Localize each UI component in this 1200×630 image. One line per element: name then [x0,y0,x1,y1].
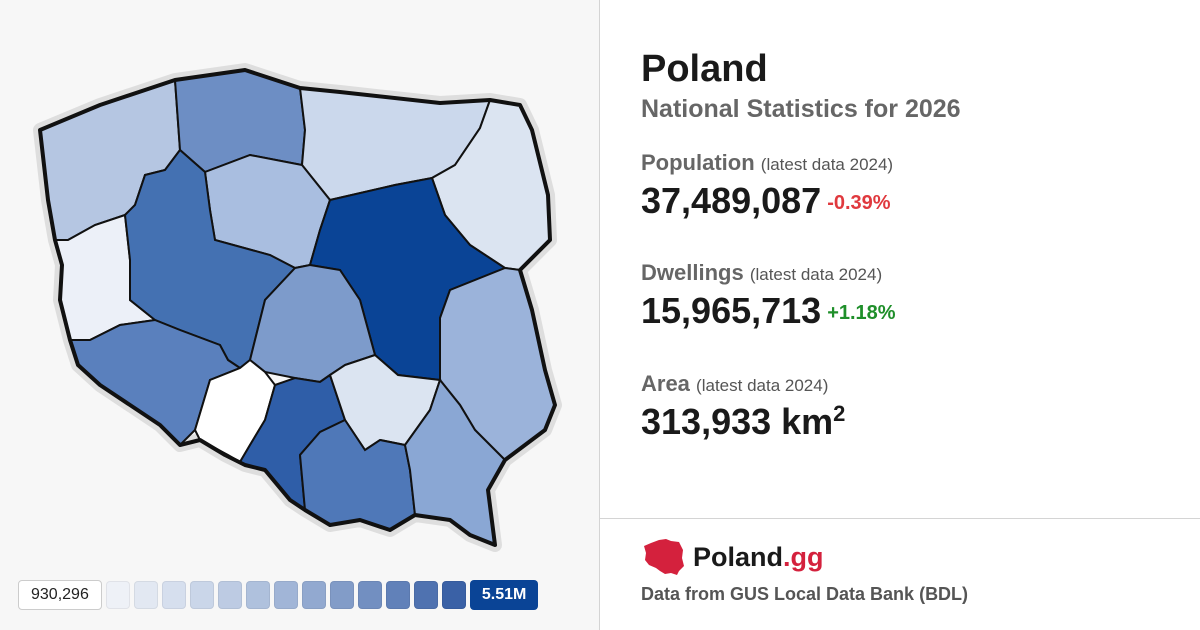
map-panel: 930,296 5.51M [0,0,599,630]
legend-swatch [357,581,382,609]
population-stat: 37,489,087 -0.39% [641,180,891,222]
area-unit-superscript: 2 [833,401,846,426]
dwellings-note: (latest data 2024) [749,265,883,284]
brand[interactable]: Poland.gg [641,536,824,578]
footer-divider [600,518,1200,519]
dwellings-stat: 15,965,713 +1.18% [641,290,896,332]
dwellings-label: Dwellings (latest data 2024) [641,260,882,286]
legend-swatch [385,581,410,609]
legend-swatch [329,581,354,609]
population-value: 37,489,087 [641,180,822,221]
legend-swatch [273,581,298,609]
brand-name: Poland.gg [693,542,824,573]
legend-swatch [161,581,186,609]
dwellings-label-text: Dwellings [641,260,744,285]
legend-swatch [413,581,438,609]
legend-swatch [105,581,130,609]
area-label-text: Area [641,371,690,396]
poland-map-logo-icon [644,539,684,575]
color-legend: 930,296 5.51M [18,580,539,610]
legend-min-label: 930,296 [18,580,102,610]
page-title: Poland [641,48,768,90]
area-value: 313,933 km [641,401,834,442]
stats-panel: Poland National Statistics for 2026 Popu… [600,0,1200,630]
brand-name-text: Poland [693,541,784,572]
population-note: (latest data 2024) [760,155,894,174]
legend-swatch [441,581,466,609]
population-change: -0.39% [827,192,891,214]
area-note: (latest data 2024) [696,376,829,395]
legend-swatch [245,581,270,609]
panel-divider [599,0,600,630]
area-label: Area (latest data 2024) [641,371,828,397]
brand-tld: .gg [783,541,824,572]
population-label: Population (latest data 2024) [641,150,893,176]
poland-map [33,63,562,552]
country-border [38,68,557,547]
area-stat: 313,933 km2 [641,401,845,443]
legend-swatch [217,581,242,609]
dwellings-value: 15,965,713 [641,290,822,331]
legend-swatch [189,581,214,609]
data-source: Data from GUS Local Data Bank (BDL) [641,584,969,604]
population-label-text: Population [641,150,755,175]
legend-max-label: 5.51M [469,580,539,610]
legend-swatch [133,581,158,609]
page-subtitle: National Statistics for 2026 [641,95,961,123]
legend-swatch [301,581,326,609]
dwellings-change: +1.18% [827,302,896,324]
legend-scale [105,581,470,609]
